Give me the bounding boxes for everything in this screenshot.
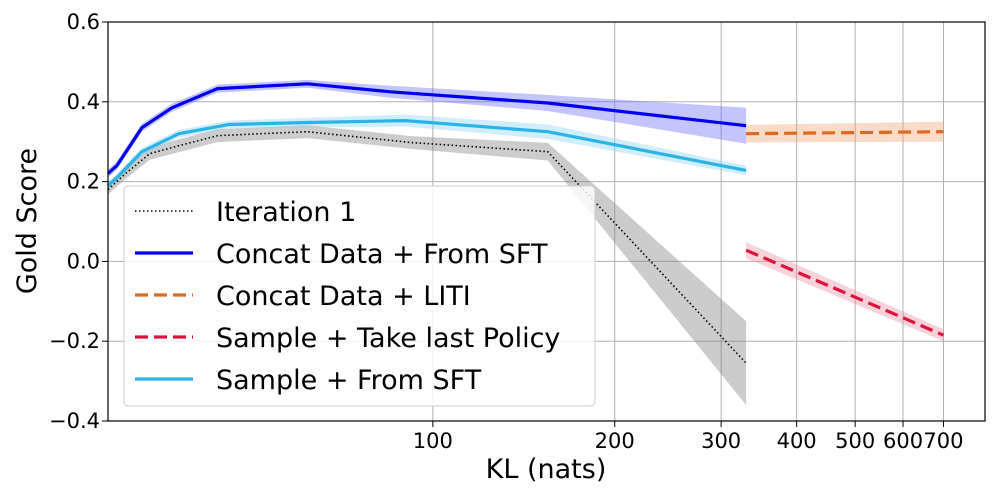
axis-ticks: 100 200 300 400 500 600 700 −0.4 −0.2 0.0 0.2 0.4 0.… (49, 10, 964, 453)
series-band (108, 114, 747, 190)
series-line (106, 82, 747, 175)
y-tick-label: −0.4 (49, 409, 100, 433)
y-tick-label: 0.4 (67, 90, 100, 114)
x-tick-label: 700 (923, 429, 963, 453)
y-tick-label: 0.6 (67, 10, 100, 34)
y-tick-label: −0.2 (49, 329, 100, 353)
series-line (745, 248, 945, 337)
legend-box (123, 185, 596, 407)
legend-label: Sample + From SFT (216, 365, 482, 396)
legend-label: Sample + Take last Policy (216, 323, 560, 354)
y-axis-label: Gold Score (12, 148, 43, 294)
x-tick-label: 400 (777, 429, 817, 453)
legend-label: Iteration 1 (216, 197, 356, 228)
x-tick-label: 500 (835, 429, 875, 453)
series-lines (106, 82, 945, 364)
x-axis-label: KL (nats) (486, 454, 607, 485)
series-band (108, 79, 747, 178)
y-tick-label: 0.0 (67, 249, 100, 273)
legend-label: Concat Data + From SFT (216, 239, 548, 270)
series-line (106, 118, 747, 187)
x-tick-label: 100 (413, 429, 453, 453)
x-tick-label: 300 (701, 429, 741, 453)
plot-frame (107, 21, 986, 422)
series-line (746, 130, 944, 136)
x-tick-label: 600 (883, 429, 923, 453)
legend-label: Concat Data + LITI (216, 281, 471, 312)
y-tick-label: 0.2 (67, 170, 100, 194)
x-tick-label: 200 (595, 429, 635, 453)
legend: Iteration 1 Concat Data + From SFT Concat … (123, 185, 596, 407)
